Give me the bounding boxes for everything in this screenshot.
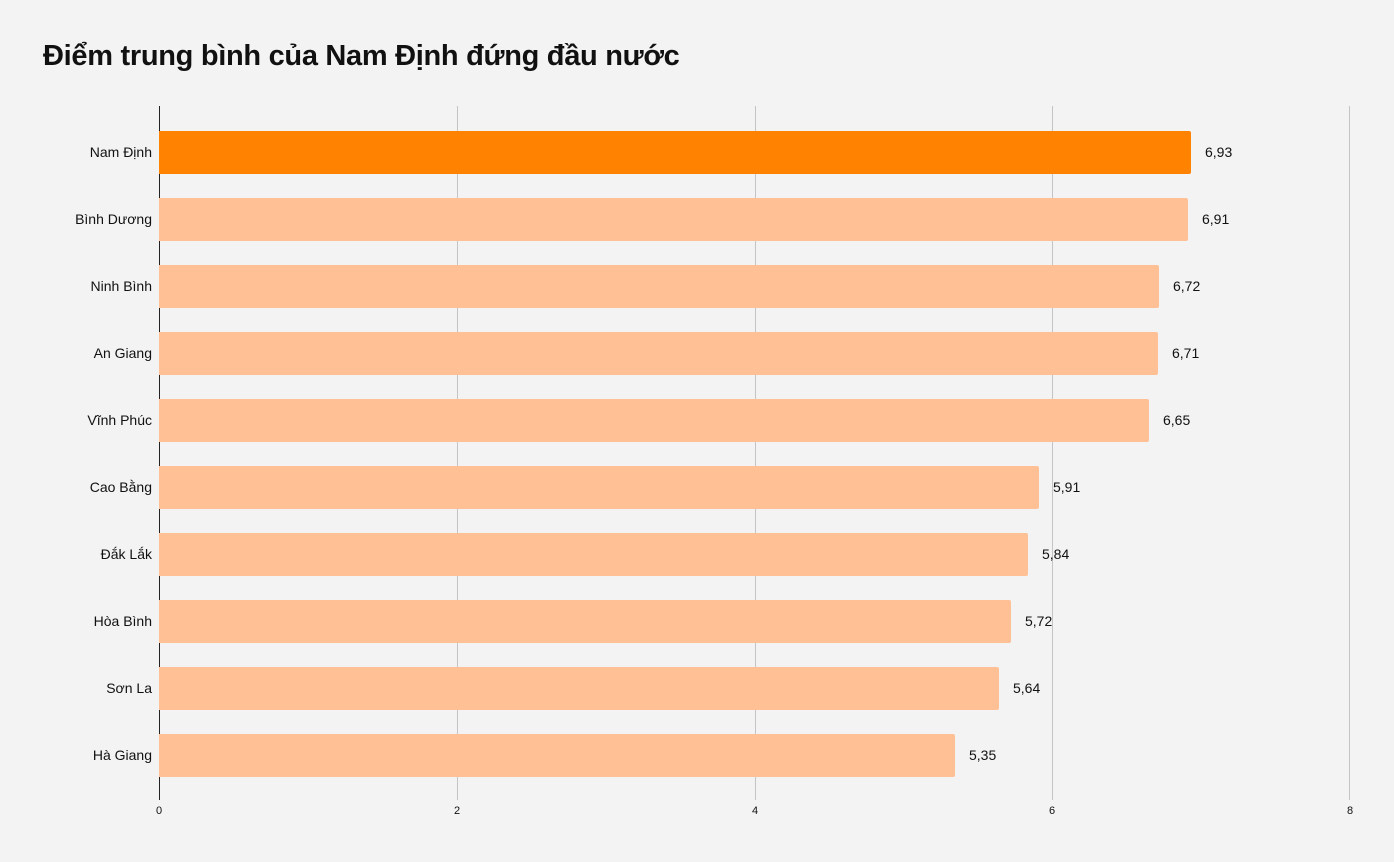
category-label: An Giang	[93, 345, 152, 361]
bar-value-label: 5,84	[1042, 546, 1070, 562]
bar-value-label: 6,91	[1202, 211, 1230, 227]
bar[interactable]	[159, 466, 1039, 509]
bar-value-label: 5,72	[1025, 613, 1053, 629]
bar-value-label: 6,72	[1173, 278, 1201, 294]
x-tick-label: 8	[1346, 805, 1354, 817]
bar[interactable]	[159, 533, 1028, 576]
gridline	[457, 106, 458, 800]
chart-title: Điểm trung bình của Nam Định đứng đầu nư…	[43, 40, 680, 72]
bar-value-label: 5,91	[1053, 479, 1081, 495]
category-label: Hòa Bình	[93, 613, 152, 629]
category-label: Bình Dương	[75, 211, 152, 227]
bar[interactable]	[159, 667, 999, 710]
gridline	[1052, 106, 1053, 800]
bar-value-label: 6,93	[1205, 144, 1233, 160]
bar[interactable]	[159, 131, 1191, 174]
x-tick-label: 0	[155, 805, 163, 817]
gridline	[755, 106, 756, 800]
category-label: Đắk Lắk	[100, 546, 152, 562]
plot-area: 6,93 6,91 6,72 6,71 6,65 5,91 5,84 5,72 5,64 5,35	[159, 106, 1350, 800]
bar[interactable]	[159, 332, 1158, 375]
bar-value-label: 6,71	[1172, 345, 1200, 361]
bar[interactable]	[159, 600, 1011, 643]
category-label: Hà Giang	[92, 747, 152, 763]
category-label: Cao Bằng	[89, 479, 152, 495]
bar-value-label: 5,64	[1013, 680, 1041, 696]
x-tick-label: 2	[453, 805, 461, 817]
category-label: Vĩnh Phúc	[87, 412, 152, 428]
bar[interactable]	[159, 265, 1159, 308]
bar-value-label: 5,35	[969, 747, 997, 763]
bar[interactable]	[159, 399, 1149, 442]
bar-value-label: 6,65	[1163, 412, 1191, 428]
bar[interactable]	[159, 198, 1188, 241]
gridline	[1349, 106, 1350, 800]
y-axis-line	[159, 106, 160, 800]
category-label: Nam Định	[89, 144, 152, 160]
category-label: Ninh Bình	[90, 278, 152, 294]
x-tick-label: 6	[1048, 805, 1056, 817]
bar[interactable]	[159, 734, 955, 777]
category-label: Sơn La	[106, 680, 152, 696]
x-tick-label: 4	[751, 805, 759, 817]
